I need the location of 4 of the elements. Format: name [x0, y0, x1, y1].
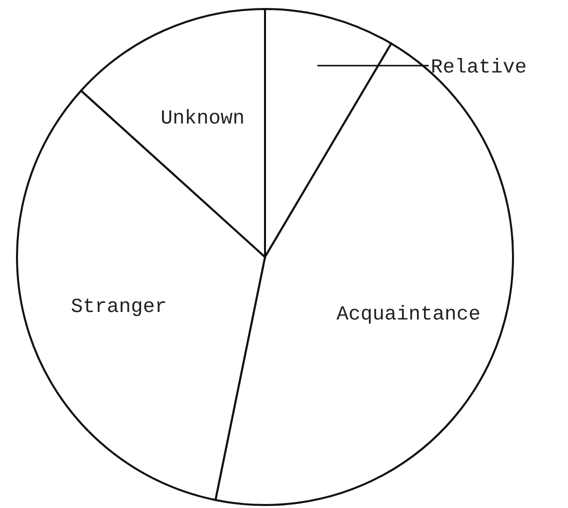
slice-label: Stranger: [70, 296, 167, 319]
slice-label: Unknown: [160, 107, 245, 130]
slice-label: Relative: [430, 56, 527, 80]
slice-label: Acquaintance: [336, 303, 481, 326]
